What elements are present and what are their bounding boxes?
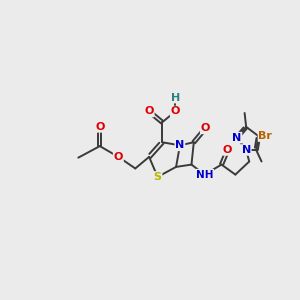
Text: N: N	[232, 133, 242, 142]
Text: S: S	[154, 172, 162, 182]
Text: O: O	[144, 106, 154, 116]
Text: N: N	[242, 145, 251, 155]
Text: O: O	[95, 122, 104, 132]
Text: O: O	[171, 106, 180, 116]
Text: O: O	[223, 145, 232, 155]
Text: N: N	[175, 140, 184, 150]
Text: Br: Br	[259, 131, 272, 141]
Text: NH: NH	[196, 169, 213, 180]
Text: O: O	[114, 152, 123, 162]
Text: H: H	[171, 93, 180, 103]
Text: O: O	[201, 123, 210, 134]
